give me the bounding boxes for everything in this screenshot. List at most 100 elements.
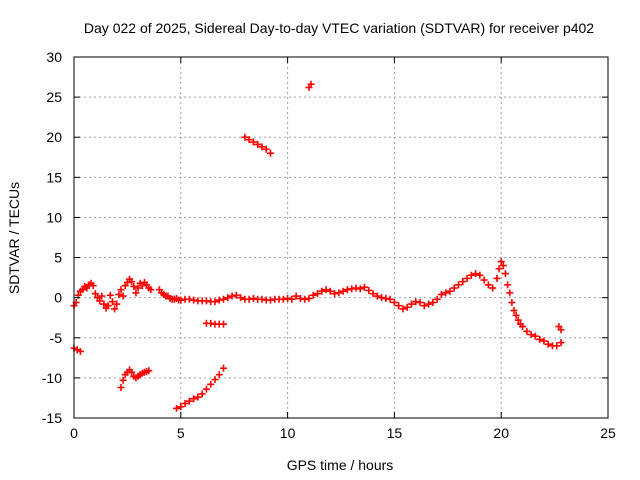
data-point xyxy=(145,367,153,375)
data-point xyxy=(352,284,360,292)
y-axis-label: SDTVAR / TECUs xyxy=(6,182,22,294)
data-point xyxy=(228,292,236,300)
data-point xyxy=(553,342,561,350)
data-point xyxy=(429,298,437,306)
data-point xyxy=(399,305,407,313)
data-point xyxy=(420,302,428,310)
data-point xyxy=(390,298,398,306)
data-point xyxy=(224,294,232,302)
data-point xyxy=(318,287,326,295)
data-point xyxy=(476,271,484,279)
data-point xyxy=(284,294,292,302)
data-point xyxy=(258,143,266,151)
data-point xyxy=(113,300,121,308)
data-point xyxy=(267,149,275,157)
data-point xyxy=(177,403,185,411)
data-point xyxy=(484,281,492,289)
data-point xyxy=(335,289,343,297)
data-point xyxy=(215,296,223,304)
data-point xyxy=(111,305,119,313)
data-point xyxy=(493,274,501,282)
data-point xyxy=(378,294,386,302)
x-tick-label: 0 xyxy=(70,425,78,441)
data-point xyxy=(258,295,266,303)
data-point xyxy=(348,285,356,293)
data-point xyxy=(369,290,377,298)
data-point xyxy=(495,265,503,273)
data-point xyxy=(249,294,257,302)
x-axis-label: GPS time / hours xyxy=(287,457,394,473)
data-point xyxy=(185,397,193,405)
y-tick-label: 0 xyxy=(54,290,62,306)
data-point xyxy=(117,286,125,294)
data-point xyxy=(314,290,322,298)
data-point xyxy=(211,298,219,306)
data-point xyxy=(463,274,471,282)
x-tick-label: 15 xyxy=(387,425,403,441)
data-point xyxy=(467,271,475,279)
data-point xyxy=(134,284,142,292)
data-point xyxy=(416,298,424,306)
data-point xyxy=(288,295,296,303)
data-point xyxy=(173,404,181,412)
data-point xyxy=(395,302,403,310)
data-point xyxy=(459,278,467,286)
data-point xyxy=(510,307,518,315)
data-point xyxy=(540,337,548,345)
data-point xyxy=(331,290,339,298)
y-tick-label: -5 xyxy=(50,330,63,346)
data-point xyxy=(365,286,373,294)
data-point xyxy=(254,140,262,148)
data-point xyxy=(207,380,215,388)
data-point xyxy=(292,292,300,300)
data-point xyxy=(326,287,334,295)
data-point xyxy=(117,384,125,392)
data-point xyxy=(504,281,512,289)
y-tick-label: 30 xyxy=(46,49,62,65)
data-point xyxy=(307,80,315,88)
data-point xyxy=(202,297,210,305)
data-point xyxy=(450,284,458,292)
data-point xyxy=(262,145,270,153)
data-point xyxy=(446,287,454,295)
data-point xyxy=(403,303,411,311)
data-point xyxy=(512,311,520,319)
data-point xyxy=(433,295,441,303)
data-point xyxy=(89,282,97,290)
data-point xyxy=(211,375,219,383)
data-point xyxy=(382,294,390,302)
data-point xyxy=(360,283,368,291)
data-point xyxy=(220,295,228,303)
data-point xyxy=(194,393,202,401)
y-tick-label: 10 xyxy=(46,209,62,225)
data-point xyxy=(198,390,206,398)
chart-title: Day 022 of 2025, Sidereal Day-to-day VTE… xyxy=(84,20,594,36)
data-point xyxy=(237,294,245,302)
data-point xyxy=(76,347,84,355)
y-tick-label: 25 xyxy=(46,89,62,105)
y-tick-label: -15 xyxy=(42,410,62,426)
data-point xyxy=(128,368,136,376)
axis-ticks xyxy=(73,56,609,419)
data-point xyxy=(177,296,185,304)
data-point xyxy=(437,290,445,298)
data-point xyxy=(190,395,198,403)
data-point xyxy=(220,320,228,328)
data-point xyxy=(220,364,228,372)
data-point xyxy=(499,262,507,270)
data-point xyxy=(245,136,253,144)
data-point xyxy=(501,270,509,278)
data-point xyxy=(305,294,313,302)
data-point xyxy=(91,290,99,298)
data-point xyxy=(519,323,527,331)
data-point xyxy=(128,278,136,286)
data-point xyxy=(523,327,531,335)
data-point xyxy=(232,291,240,299)
data-point xyxy=(506,289,514,297)
data-point xyxy=(536,335,544,343)
data-point xyxy=(147,286,155,294)
x-tick-label: 10 xyxy=(280,425,296,441)
